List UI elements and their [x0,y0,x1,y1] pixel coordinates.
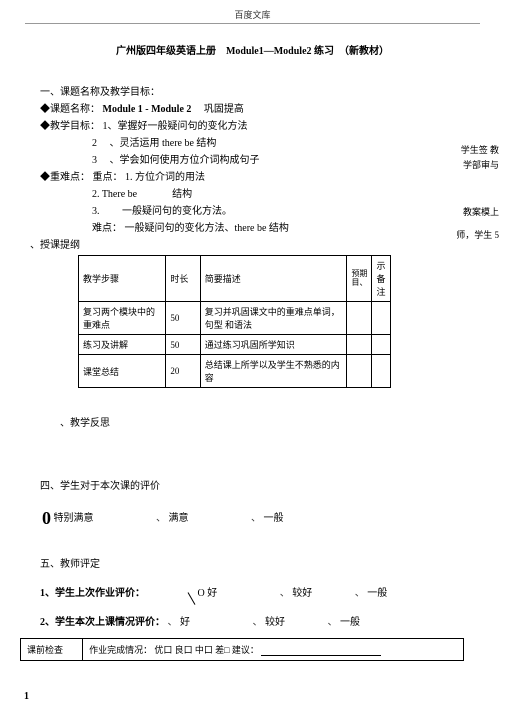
diff-label: 难点： [92,223,122,234]
th-desc: 简要描述 [200,256,347,302]
eval2-good: 好 [180,617,190,628]
teacher-eval-2: 2、学生本次上课情况评价： 、 好 、 较好 、 一般 [40,613,475,628]
r3-expect [347,355,372,388]
r2-note [372,335,391,355]
check-you: 优口 [154,645,172,655]
check-liang: 良口 [175,645,193,655]
table-row: 课堂总结 20 总结课上所学以及学生不熟悉的内容 [79,355,391,388]
section4-heading: 四、学生对于本次课的评价 [40,479,475,494]
r3-desc: 总结课上所学以及学生不熟悉的内容 [200,355,347,388]
section5-heading: 五、教师评定 [40,555,475,570]
r2-expect [347,335,372,355]
margin-note-3: 教案模上 [463,205,499,218]
topic-line: ◆课题名称： Module 1 - Module 2 巩固提高 [40,102,475,117]
page-title: 广州版四年级英语上册 Module1—Module2 练习 （新教材） [0,42,505,57]
eval2-label: 2、学生本次上课情况评价： [40,617,165,628]
section1-heading: 一、课题名称及教学目标： [40,85,475,100]
r1-time: 50 [166,302,200,335]
key-3: 一般疑问句的变化方法。 [122,206,232,217]
student-eval-row: 0 特别满意 、 满意 、 一般 [40,508,475,529]
eval1-better: 较好 [292,588,312,599]
opt-satisfied: 满意 [169,513,189,524]
r1-expect [347,302,372,335]
opt-normal: 一般 [264,513,284,524]
outline-label: 、授课提纲 [30,238,475,253]
eval1-normal: 一般 [367,588,387,599]
eval2-better: 较好 [265,617,285,628]
key-1: 1. 方位介词的用法 [125,172,205,183]
eval2-normal: 一般 [340,617,360,628]
key-line-2: 2. There be 结构 [40,187,475,202]
r3-step: 课堂总结 [79,355,166,388]
topic-label: ◆课题名称： [40,104,100,115]
diff-text: 一般疑问句的变化方法、there be 结构 [125,223,289,234]
opt-very-satisfied: 特别满意 [54,513,94,524]
zero-marker: 0 [42,508,51,529]
check-label: 课前检查 [21,639,83,661]
r2-desc: 通过练习巩固所学知识 [200,335,347,355]
goal-2: 、灵活运用 there be 结构 [110,138,217,149]
title-suffix: （新教材） [339,46,389,57]
r2-time: 50 [166,335,200,355]
teacher-eval-1: 1、学生上次作业评价： O 好 、 较好 、 一般 [40,584,475,599]
precheck-table: 课前检查 作业完成情况： 优口 良口 中口 差□ 建议： [20,638,464,661]
diff-line: 难点： 一般疑问句的变化方法、there be 结构 [40,221,475,236]
reflect-label: 、教学反思 [40,414,475,429]
goal-line-1: ◆教学目标： 1、掌握好一般疑问句的变化方法 [40,119,475,134]
page-number: 1 [24,691,29,702]
title-mid: Module1—Module2 练习 [226,46,334,57]
r1-desc: 复习并巩固课文中的重难点单词，句型 和语法 [200,302,347,335]
th-note: 示备注 [372,256,391,302]
margin-note-1: 学生签 教 [461,143,499,156]
check-sugg: 建议： [232,645,259,655]
r1-step: 复习两个模块中的重难点 [79,302,166,335]
check-zhong: 中口 [195,645,213,655]
goal-3-pre: 3 [92,155,97,166]
content-body: 一、课题名称及教学目标： ◆课题名称： Module 1 - Module 2 … [0,85,505,628]
key-line-3: 3. 一般疑问句的变化方法。 [40,204,475,219]
goal-1: 1、掌握好一般疑问句的变化方法 [103,121,248,132]
th-step: 教学步骤 [79,256,166,302]
r2-step: 练习及讲解 [79,335,166,355]
margin-note-2: 学部审与 [463,158,499,171]
check-cha: 差□ [215,645,229,655]
goal-line-2: 2 、灵活运用 there be 结构 [40,136,475,151]
key-2-post: 结构 [172,189,192,200]
r3-note [372,355,391,388]
table-row: 复习两个模块中的重难点 50 复习并巩固课文中的重难点单词，句型 和语法 [79,302,391,335]
check-content: 作业完成情况： 优口 良口 中口 差□ 建议： [83,639,464,661]
table-row: 课前检查 作业完成情况： 优口 良口 中口 差□ 建议： [21,639,464,661]
key-label: ◆重难点： [40,172,90,183]
r3-time: 20 [166,355,200,388]
key-line-1: ◆重难点： 重点： 1. 方位介词的用法 [40,170,475,185]
table-row: 练习及讲解 50 通过练习巩固所学知识 [79,335,391,355]
goal-label: ◆教学目标： [40,121,100,132]
eval1-good: 好 [207,588,217,599]
eval1-label: 1、学生上次作业评价： [40,588,145,599]
header-divider [25,23,480,24]
key-2-pre: 2. There be [92,189,137,200]
goal-3: 、学会如何使用方位介词构成句子 [110,155,260,166]
table-header-row: 教学步骤 时长 简要描述 预期目、 示备注 [79,256,391,302]
title-prefix: 广州版四年级英语上册 [116,46,216,57]
header-source: 百度文库 [0,0,505,21]
key-head: 重点： [93,172,123,183]
th-expect: 预期目、 [347,256,372,302]
margin-note-4: 师，学生 5 [456,228,499,241]
th-time: 时长 [166,256,200,302]
goal-2-pre: 2 [92,138,97,149]
goal-line-3: 3 、学会如何使用方位介词构成句子 [40,153,475,168]
r1-note [372,302,391,335]
key-3-pre: 3. [92,206,100,217]
suggestion-underline [261,646,381,656]
teaching-plan-table: 教学步骤 时长 简要描述 预期目、 示备注 复习两个模块中的重难点 50 复习并… [78,255,391,388]
topic-value: Module 1 - Module 2 [103,104,192,115]
check-text-pre: 作业完成情况： [89,645,152,655]
topic-tail: 巩固提高 [204,104,244,115]
